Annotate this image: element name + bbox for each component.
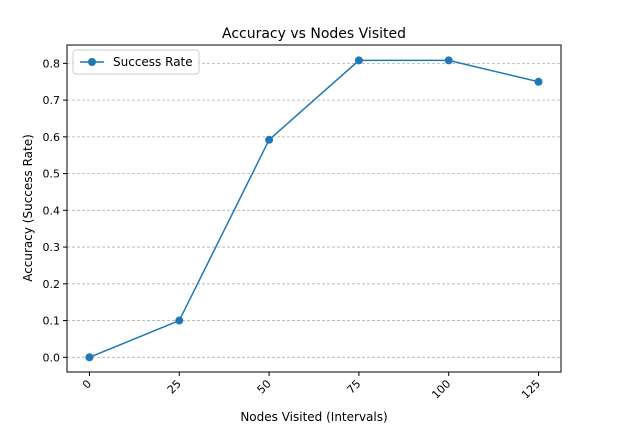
y-tick-label: 0.3 xyxy=(43,241,61,254)
y-tick-label: 0.0 xyxy=(43,351,61,364)
data-point xyxy=(175,316,184,325)
data-point xyxy=(444,56,453,65)
legend: Success Rate xyxy=(72,49,200,75)
data-point xyxy=(85,353,94,362)
y-tick-label: 0.6 xyxy=(43,131,61,144)
y-axis-label: Accuracy (Success Rate) xyxy=(21,134,35,282)
y-tick-label: 0.4 xyxy=(43,204,61,217)
series-line xyxy=(89,59,539,358)
legend-label-success-rate: Success Rate xyxy=(113,55,193,69)
plot-area-frame xyxy=(66,44,562,373)
legend-marker-success-rate xyxy=(88,58,96,66)
y-tick-label: 0.1 xyxy=(43,315,61,328)
x-axis-label: Nodes Visited (Intervals) xyxy=(240,410,387,424)
legend-box xyxy=(72,49,200,75)
data-point xyxy=(354,56,363,65)
y-tick-label: 0.7 xyxy=(43,94,61,107)
y-axis: 0.0 0.1 0.2 0.3 0.4 0.5 0.6 0.7 0.8 xyxy=(43,57,67,364)
y-tick-label: 0.8 xyxy=(43,57,61,70)
y-tick-label: 0.2 xyxy=(43,278,61,291)
y-tick-label: 0.5 xyxy=(43,168,61,181)
data-point xyxy=(534,77,543,86)
series-layer xyxy=(85,56,543,362)
data-point xyxy=(265,135,274,144)
chart-title: Accuracy vs Nodes Visited xyxy=(222,26,406,42)
